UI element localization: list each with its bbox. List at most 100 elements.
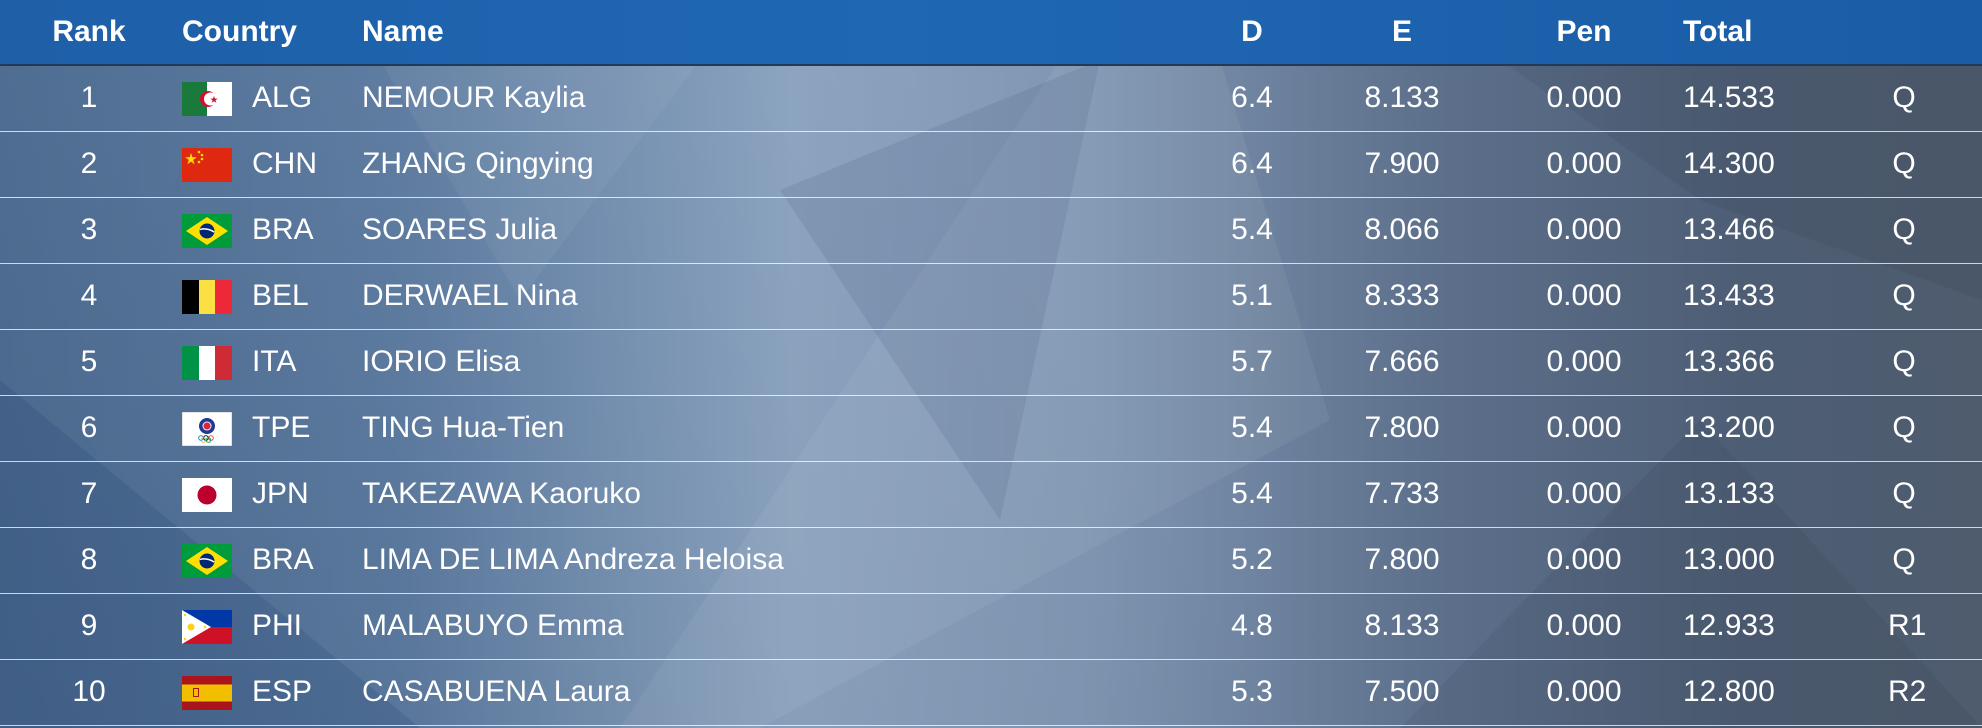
column-header-total[interactable]: Total	[1683, 15, 1753, 48]
d-score: 5.2	[1231, 543, 1273, 576]
qualification-status: Q	[1892, 477, 1916, 510]
e-score: 8.133	[1364, 81, 1440, 114]
athlete-name[interactable]: TING Hua-Tien	[362, 411, 565, 444]
penalty: 0.000	[1546, 543, 1622, 576]
brazil-flag-icon	[182, 544, 232, 578]
country-code: TPE	[252, 411, 311, 444]
total-score: 14.300	[1683, 147, 1775, 180]
athlete-name[interactable]: DERWAEL Nina	[362, 279, 578, 312]
d-score: 4.8	[1231, 609, 1273, 642]
column-header-rank[interactable]: Rank	[52, 15, 126, 48]
table-row[interactable]: 1 ALG NEMOUR Kaylia 6.4 8.133 0.000 14.5…	[0, 66, 1982, 132]
qualification-status: Q	[1892, 147, 1916, 180]
country-code: ESP	[252, 675, 313, 708]
penalty: 0.000	[1546, 147, 1622, 180]
country-code: CHN	[252, 147, 317, 180]
d-score: 5.4	[1231, 411, 1273, 444]
d-score: 5.1	[1231, 279, 1273, 312]
penalty: 0.000	[1546, 411, 1622, 444]
country-code: BRA	[252, 213, 314, 246]
e-score: 7.500	[1364, 675, 1440, 708]
table-row[interactable]: 4 BEL DERWAEL Nina 5.1 8.333 0.000 13.43…	[0, 264, 1982, 330]
e-score: 8.133	[1364, 609, 1440, 642]
belgium-flag-icon	[182, 280, 232, 314]
total-score: 13.366	[1683, 345, 1775, 378]
spain-flag-icon	[182, 676, 232, 710]
qualification-status: Q	[1892, 213, 1916, 246]
d-score: 5.4	[1231, 213, 1273, 246]
rank-cell: 9	[80, 609, 98, 642]
athlete-name[interactable]: LIMA DE LIMA Andreza Heloisa	[362, 543, 784, 576]
rank-cell: 8	[80, 543, 98, 576]
penalty: 0.000	[1546, 609, 1622, 642]
rank-cell: 3	[80, 213, 98, 246]
country-code: JPN	[252, 477, 309, 510]
total-score: 13.133	[1683, 477, 1775, 510]
china-flag-icon	[182, 148, 232, 182]
table-row[interactable]: 6 TPE TING Hua-Tien 5.4 7.800 0.000 13.2…	[0, 396, 1982, 462]
e-score: 7.900	[1364, 147, 1440, 180]
total-score: 13.466	[1683, 213, 1775, 246]
table-row[interactable]: 8 BRA LIMA DE LIMA Andreza Heloisa 5.2 7…	[0, 528, 1982, 594]
total-score: 12.800	[1683, 675, 1775, 708]
column-header-d[interactable]: D	[1241, 15, 1263, 48]
rank-cell: 7	[80, 477, 98, 510]
total-score: 13.200	[1683, 411, 1775, 444]
country-code: PHI	[252, 609, 303, 642]
athlete-name[interactable]: SOARES Julia	[362, 213, 558, 246]
athlete-name[interactable]: MALABUYO Emma	[362, 609, 624, 642]
penalty: 0.000	[1546, 213, 1622, 246]
e-score: 8.333	[1364, 279, 1440, 312]
japan-flag-icon	[182, 478, 232, 512]
d-score: 6.4	[1231, 81, 1273, 114]
total-score: 12.933	[1683, 609, 1775, 642]
qualification-status: Q	[1892, 345, 1916, 378]
qualification-status: Q	[1892, 279, 1916, 312]
column-header-e[interactable]: E	[1391, 15, 1412, 48]
e-score: 7.666	[1364, 345, 1440, 378]
athlete-name[interactable]: CASABUENA Laura	[362, 675, 631, 708]
chinese-taipei-flag-icon	[182, 412, 232, 446]
rank-cell: 5	[80, 345, 98, 378]
penalty: 0.000	[1546, 81, 1622, 114]
total-score: 13.433	[1683, 279, 1775, 312]
country-code: BRA	[252, 543, 314, 576]
penalty: 0.000	[1546, 675, 1622, 708]
e-score: 7.733	[1364, 477, 1440, 510]
athlete-name[interactable]: IORIO Elisa	[362, 345, 521, 378]
table-row[interactable]: 7 JPN TAKEZAWA Kaoruko 5.4 7.733 0.000 1…	[0, 462, 1982, 528]
qualification-status: R2	[1888, 675, 1927, 708]
table-row[interactable]: 5 ITA IORIO Elisa 5.7 7.666 0.000 13.366…	[0, 330, 1982, 396]
qualification-status: Q	[1892, 411, 1916, 444]
rank-cell: 2	[80, 147, 98, 180]
rank-cell: 1	[80, 81, 98, 114]
e-score: 8.066	[1364, 213, 1440, 246]
italy-flag-icon	[182, 346, 232, 380]
total-score: 14.533	[1683, 81, 1775, 114]
d-score: 5.7	[1231, 345, 1273, 378]
d-score: 6.4	[1231, 147, 1273, 180]
table-row[interactable]: 2 CHN ZHANG Qingying 6.4 7.900 0.000 14.…	[0, 132, 1982, 198]
table-row[interactable]: 9 PHI MALABUYO Emma 4.8 8.133 0.000 12.9…	[0, 594, 1982, 660]
philippines-flag-icon	[182, 610, 232, 644]
table-row[interactable]: 3 BRA SOARES Julia 5.4 8.066 0.000 13.46…	[0, 198, 1982, 264]
penalty: 0.000	[1546, 477, 1622, 510]
column-header-name[interactable]: Name	[362, 15, 444, 48]
e-score: 7.800	[1364, 411, 1440, 444]
column-header-country[interactable]: Country	[182, 15, 297, 48]
column-header-pen[interactable]: Pen	[1556, 15, 1612, 48]
qualification-status: Q	[1892, 543, 1916, 576]
athlete-name[interactable]: TAKEZAWA Kaoruko	[362, 477, 641, 510]
rank-cell: 10	[72, 675, 106, 708]
country-code: ALG	[252, 81, 313, 114]
rank-cell: 6	[80, 411, 98, 444]
e-score: 7.800	[1364, 543, 1440, 576]
rank-cell: 4	[80, 279, 98, 312]
athlete-name[interactable]: NEMOUR Kaylia	[362, 81, 586, 114]
d-score: 5.4	[1231, 477, 1273, 510]
penalty: 0.000	[1546, 345, 1622, 378]
athlete-name[interactable]: ZHANG Qingying	[362, 147, 594, 180]
table-row[interactable]: 10 ESP CASABUENA Laura 5.3 7.500 0.000 1…	[0, 660, 1982, 726]
qualification-status: Q	[1892, 81, 1916, 114]
